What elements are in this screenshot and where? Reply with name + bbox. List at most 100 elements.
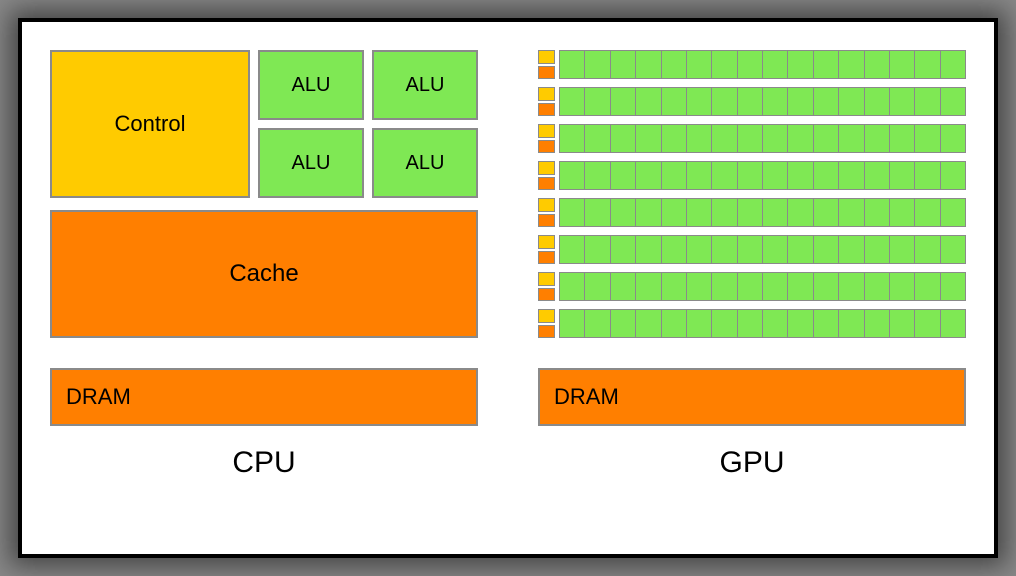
gpu-core [585,198,610,227]
gpu-control-cell [538,309,555,323]
gpu-core [814,50,839,79]
gpu-core [687,272,712,301]
gpu-core [814,309,839,338]
gpu-core [611,50,636,79]
gpu-core [814,235,839,264]
gpu-core [839,161,864,190]
gpu-core [890,124,915,153]
gpu-core [559,272,585,301]
gpu-core [941,161,966,190]
gpu-core-strip [559,87,966,116]
gpu-core [636,309,661,338]
cpu-title: CPU [50,446,478,480]
gpu-core [814,124,839,153]
gpu-title: GPU [538,446,966,480]
gpu-control-cell [538,161,555,175]
gpu-core [738,198,763,227]
gpu-row-control [538,272,555,301]
gpu-core-strip [559,309,966,338]
cpu-top-row: Control ALUALUALUALU [50,50,478,198]
gpu-core [865,235,890,264]
gpu-core [687,198,712,227]
gpu-core [788,272,813,301]
gpu-core [890,87,915,116]
gpu-core [941,124,966,153]
gpu-core [738,161,763,190]
gpu-core [890,309,915,338]
gpu-core [814,198,839,227]
gpu-core [559,50,585,79]
gpu-core [788,87,813,116]
gpu-core [636,235,661,264]
gpu-core [915,161,940,190]
gpu-core [915,124,940,153]
gpu-core [738,235,763,264]
gpu-core [636,272,661,301]
cpu-column: Control ALUALUALUALU Cache DRAM CPU [50,50,478,544]
gpu-core-strip [559,161,966,190]
gpu-row-control [538,50,555,79]
gpu-core [890,235,915,264]
gpu-core [839,198,864,227]
gpu-core [559,235,585,264]
cpu-dram-block: DRAM [50,368,478,426]
gpu-core [662,309,687,338]
gpu-cache-cell [538,103,555,117]
gpu-core [585,50,610,79]
gpu-core [712,161,737,190]
gpu-core [559,309,585,338]
gpu-core [941,235,966,264]
gpu-core [559,87,585,116]
gpu-core [941,309,966,338]
gpu-core [662,87,687,116]
gpu-cache-cell [538,251,555,265]
gpu-core [611,87,636,116]
gpu-core [763,235,788,264]
gpu-core [890,50,915,79]
gpu-control-cell [538,124,555,138]
gpu-cache-cell [538,214,555,228]
gpu-control-cell [538,50,555,64]
gpu-core [636,87,661,116]
gpu-core [814,87,839,116]
gpu-core [763,272,788,301]
gpu-row [538,309,966,338]
gpu-core [585,272,610,301]
gpu-core [788,198,813,227]
cpu-alu-block: ALU [372,50,478,120]
gpu-core [763,309,788,338]
cpu-alu-block: ALU [372,128,478,198]
gpu-core [915,309,940,338]
gpu-core [738,124,763,153]
gpu-core [662,235,687,264]
gpu-row [538,124,966,153]
gpu-core [687,309,712,338]
gpu-column: DRAM GPU [538,50,966,544]
gpu-core [687,124,712,153]
gpu-core [915,198,940,227]
gpu-core [763,50,788,79]
gpu-core [636,198,661,227]
gpu-core [763,87,788,116]
gpu-core [712,198,737,227]
gpu-core [559,124,585,153]
gpu-core [865,309,890,338]
gpu-core [585,87,610,116]
gpu-core [662,124,687,153]
gpu-core [865,161,890,190]
gpu-core [915,87,940,116]
gpu-core [611,272,636,301]
gpu-row-control [538,309,555,338]
gpu-core [763,198,788,227]
gpu-core [662,272,687,301]
gpu-row [538,50,966,79]
gpu-core [585,161,610,190]
gpu-core [788,309,813,338]
gpu-cache-cell [538,140,555,154]
gpu-row [538,235,966,264]
cpu-cache-block: Cache [50,210,478,338]
gpu-row-control [538,235,555,264]
gpu-core [839,272,864,301]
gpu-core [941,198,966,227]
gpu-core [636,124,661,153]
